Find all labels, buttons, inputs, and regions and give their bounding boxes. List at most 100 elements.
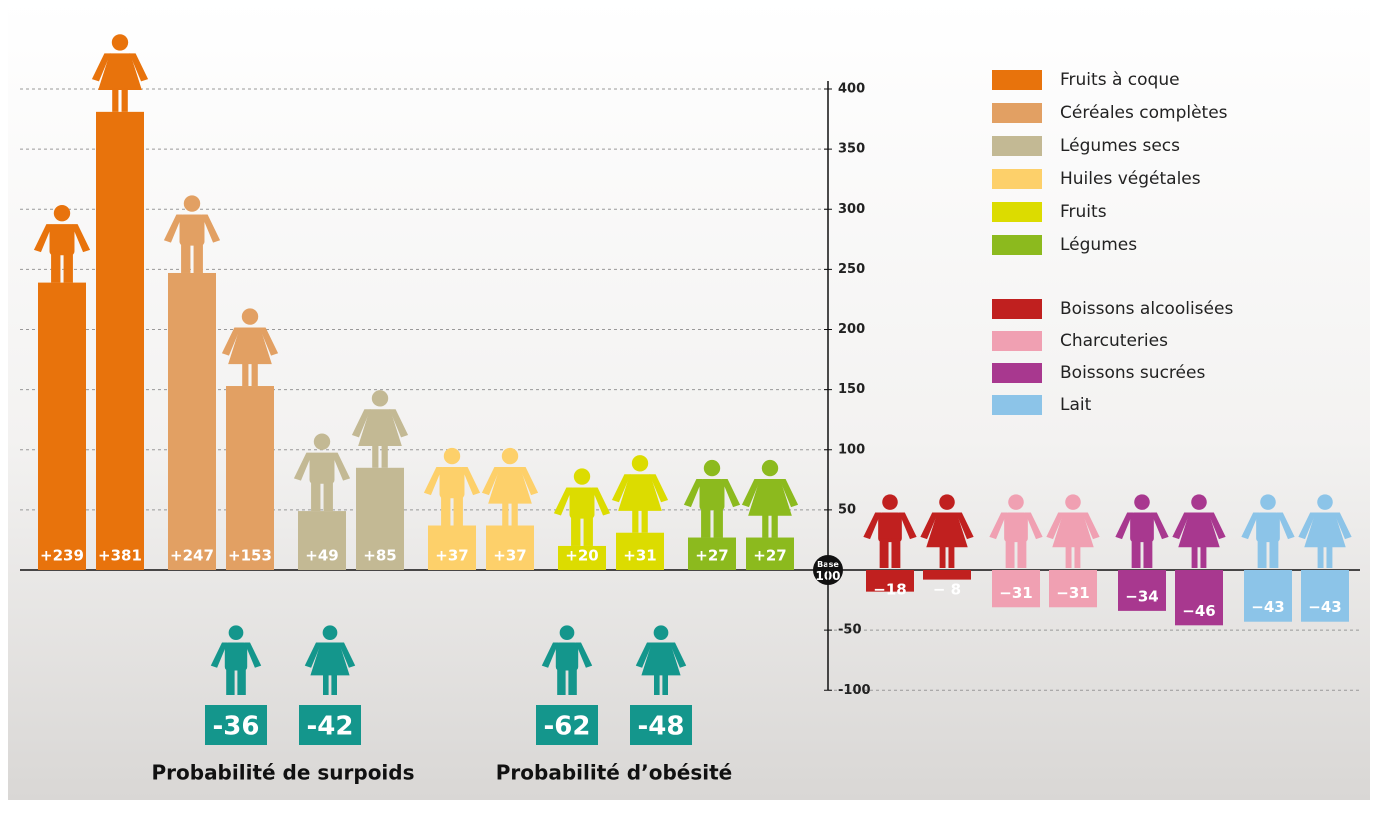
leg — [121, 88, 128, 112]
leg — [511, 502, 518, 526]
arm — [1276, 512, 1295, 540]
head — [761, 459, 779, 477]
torso — [49, 224, 75, 256]
man-icon — [989, 494, 1043, 568]
arm — [955, 512, 974, 540]
man-icon — [541, 625, 593, 695]
leg — [713, 506, 723, 538]
leg — [1200, 545, 1207, 568]
bar — [616, 532, 664, 570]
y-tick-label: 50 — [838, 502, 856, 517]
leg — [641, 509, 648, 533]
y-tick-label: 200 — [838, 322, 865, 337]
legend-swatch — [992, 136, 1042, 156]
man-icon — [683, 459, 741, 538]
arm — [221, 327, 241, 356]
leg — [237, 667, 246, 695]
man-icon — [423, 447, 481, 526]
value-label: +37 — [493, 547, 526, 565]
head — [573, 468, 591, 485]
bar — [428, 525, 476, 570]
torso — [224, 642, 248, 671]
summary-box — [630, 705, 692, 745]
torso — [1004, 512, 1028, 543]
arm — [91, 53, 111, 82]
head — [322, 625, 338, 641]
man-icon — [1241, 494, 1295, 568]
woman-icon — [1172, 494, 1226, 568]
leg — [193, 241, 203, 273]
bar — [226, 386, 274, 570]
arm — [71, 224, 91, 253]
arm — [351, 409, 371, 438]
arm — [591, 487, 611, 516]
arm — [863, 512, 882, 540]
leg — [112, 88, 119, 112]
y-tick-label: 100 — [838, 442, 865, 457]
legend-swatch — [992, 202, 1042, 222]
arm — [331, 452, 351, 481]
leg — [701, 506, 711, 538]
leg — [1317, 545, 1324, 568]
value-label: +153 — [228, 547, 272, 565]
legend-swatch — [992, 103, 1042, 123]
torso — [179, 214, 205, 246]
leg — [891, 538, 901, 568]
leg — [311, 479, 321, 512]
arm — [1081, 512, 1100, 540]
head — [1317, 494, 1333, 510]
torso — [1256, 512, 1280, 543]
summary-value: -62 — [544, 712, 591, 742]
arm — [898, 512, 917, 540]
legend-label: Huiles végétales — [1060, 169, 1201, 189]
leg — [632, 509, 639, 533]
leg — [1257, 538, 1267, 568]
arm — [519, 467, 539, 496]
leg — [51, 251, 61, 283]
arm — [611, 474, 631, 503]
bar — [992, 570, 1040, 608]
value-label: −46 — [1182, 602, 1215, 620]
dress — [926, 512, 968, 548]
value-label: −43 — [1251, 598, 1284, 616]
value-label: −34 — [1125, 587, 1158, 605]
arm — [338, 642, 356, 668]
head — [882, 494, 898, 510]
summary-title: Probabilité de surpoids — [151, 761, 414, 785]
leg — [771, 514, 778, 538]
arm — [635, 642, 653, 668]
leg — [557, 667, 566, 695]
leg — [331, 674, 337, 695]
arm — [1298, 512, 1317, 540]
arm — [210, 642, 228, 668]
legend-label: Boissons alcoolisées — [1060, 299, 1233, 319]
man-icon — [210, 625, 262, 695]
torso — [878, 512, 902, 543]
man-icon — [1115, 494, 1169, 568]
head — [313, 433, 331, 450]
arm — [293, 452, 313, 481]
head — [1191, 494, 1207, 510]
torso — [439, 467, 465, 499]
value-label: −31 — [999, 584, 1032, 602]
man-icon — [33, 204, 91, 283]
woman-icon — [741, 459, 799, 538]
leg — [181, 241, 191, 273]
bar — [486, 525, 534, 570]
y-tick-label: 350 — [838, 142, 865, 157]
value-label: +31 — [623, 547, 656, 565]
value-label: −31 — [1056, 584, 1089, 602]
torso — [699, 479, 725, 511]
torso — [309, 452, 335, 484]
bar — [298, 511, 346, 570]
y-tick-label: -100 — [838, 683, 871, 698]
arm — [423, 467, 443, 496]
value-label: +27 — [695, 547, 728, 565]
head — [1008, 494, 1024, 510]
woman-icon — [351, 390, 409, 468]
arm — [669, 642, 687, 668]
woman-icon — [635, 625, 687, 695]
head — [183, 195, 201, 212]
legend-swatch — [992, 70, 1042, 90]
